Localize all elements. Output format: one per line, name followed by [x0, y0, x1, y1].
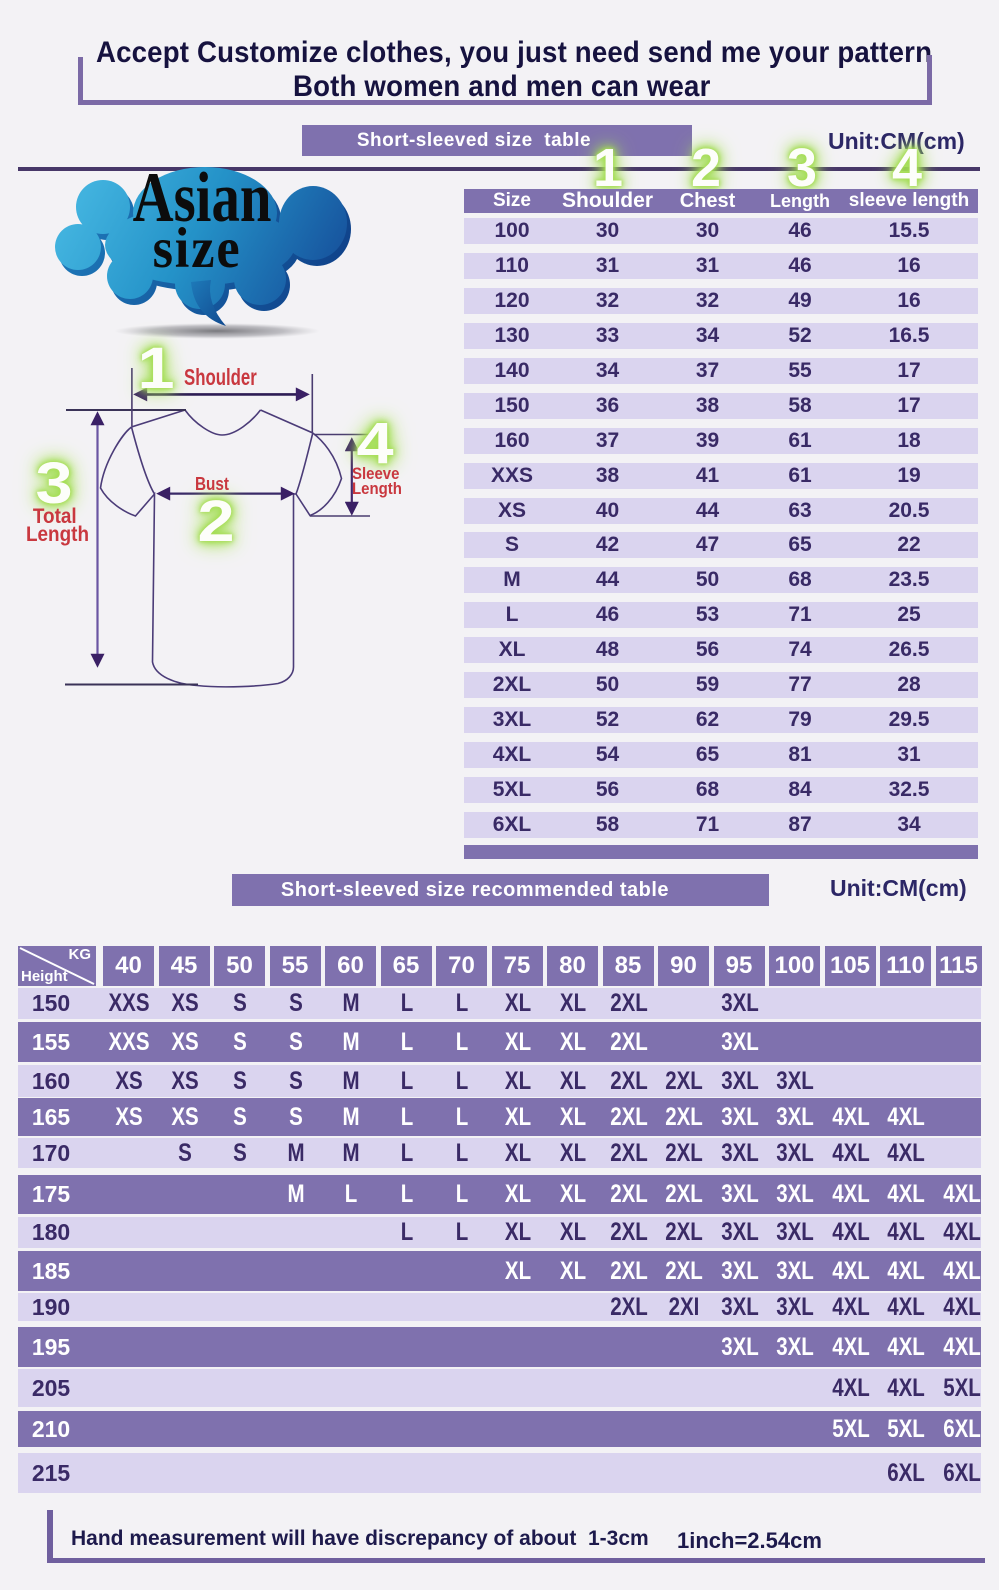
svg-text:Asian: Asian [133, 160, 272, 236]
svg-text:size: size [153, 216, 242, 279]
